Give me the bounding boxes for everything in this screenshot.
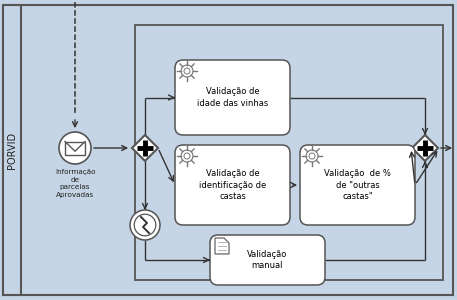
Text: Validação de
identificação de
castas: Validação de identificação de castas: [199, 169, 266, 201]
Polygon shape: [215, 238, 229, 254]
Bar: [135, 25, 443, 280]
Bar: [65, 142, 85, 154]
Text: Validação
manual: Validação manual: [247, 250, 288, 270]
Polygon shape: [412, 135, 438, 161]
Text: PORVID: PORVID: [7, 131, 17, 169]
Text: Informação
de
parcelas
Aprovadas: Informação de parcelas Aprovadas: [55, 169, 95, 197]
Text: Validação de
idade das vinhas: Validação de idade das vinhas: [197, 87, 268, 108]
PathPatch shape: [175, 145, 290, 225]
PathPatch shape: [210, 235, 325, 285]
Text: Validação  de %
de "outras
castas": Validação de % de "outras castas": [324, 169, 391, 201]
Circle shape: [130, 210, 160, 240]
Polygon shape: [132, 135, 158, 161]
Circle shape: [59, 132, 91, 164]
PathPatch shape: [300, 145, 415, 225]
Bar: [3, 5, 21, 295]
PathPatch shape: [175, 60, 290, 135]
